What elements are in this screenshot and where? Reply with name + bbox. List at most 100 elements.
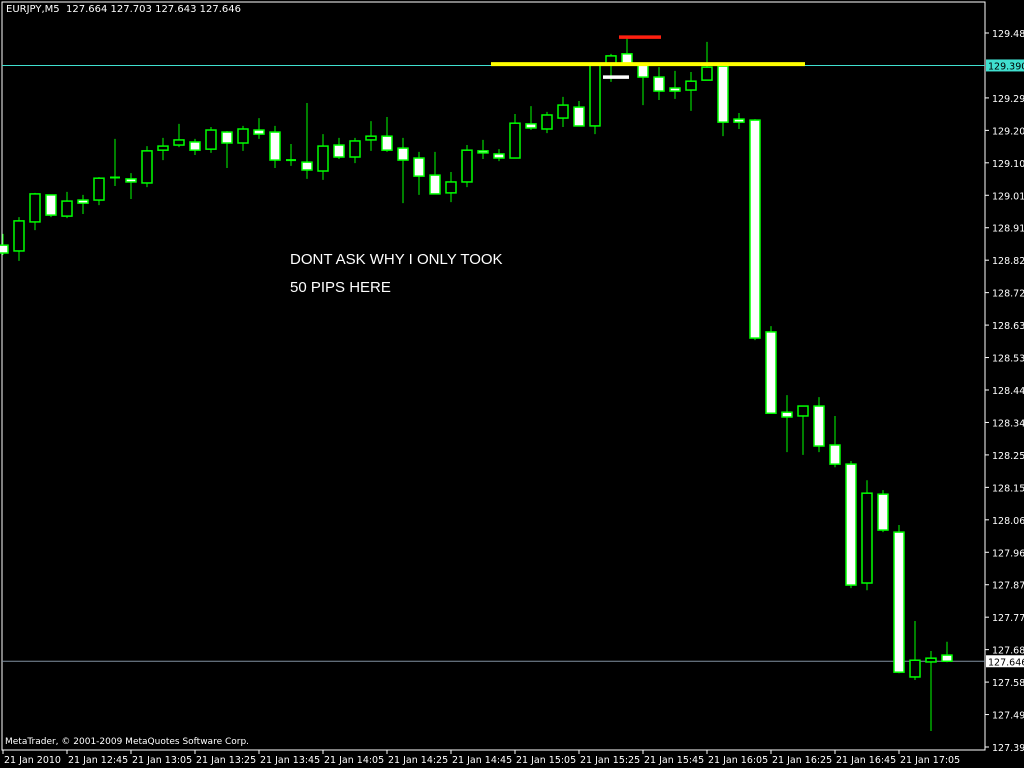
candle-body-bull xyxy=(29,193,41,223)
candle-body-bear xyxy=(189,141,201,151)
candle-body-bear xyxy=(77,199,89,204)
candle-body-bull xyxy=(797,405,809,417)
candle-body-bear xyxy=(253,129,265,135)
x-tick-label: 21 Jan 16:25 xyxy=(772,755,832,766)
candle-body-bear xyxy=(413,157,425,177)
candle xyxy=(909,620,921,681)
text-annotation-line-1[interactable]: DONT ASK WHY I ONLY TOOK xyxy=(290,251,503,268)
y-tick-label: 128.250 xyxy=(992,451,1024,462)
text-annotation-line-2[interactable]: 50 PIPS HERE xyxy=(290,279,391,296)
candle xyxy=(717,65,729,137)
candle-body-bear xyxy=(765,331,777,414)
x-tick-label: 21 Jan 17:05 xyxy=(900,755,960,766)
x-tick-label: 21 Jan 2010 xyxy=(4,755,61,766)
candle-body-bull xyxy=(557,104,569,119)
close-value: 127.646 xyxy=(199,4,241,15)
candle-body-bull xyxy=(205,129,217,150)
candle-body-bear xyxy=(125,178,137,183)
candle xyxy=(781,395,793,453)
y-tick-label: 127.585 xyxy=(992,678,1024,689)
horizontal-line-price-label: 129.390 xyxy=(988,61,1024,72)
y-tick-label: 129.200 xyxy=(992,126,1024,137)
candle xyxy=(61,191,73,219)
x-tick-label: 21 Jan 16:05 xyxy=(708,755,768,766)
candle xyxy=(286,144,296,166)
candle xyxy=(29,192,41,231)
candle xyxy=(45,194,57,218)
candle xyxy=(429,151,441,195)
candle xyxy=(525,106,537,131)
y-tick-label: 129.485 xyxy=(992,29,1024,40)
x-tick-label: 21 Jan 13:25 xyxy=(196,755,256,766)
candle xyxy=(13,217,25,261)
candle xyxy=(589,64,601,135)
candle-body-bull xyxy=(61,200,73,217)
candle xyxy=(669,70,681,99)
candle-body-bull xyxy=(925,657,937,663)
candle xyxy=(653,67,665,100)
y-tick-label: 129.105 xyxy=(992,159,1024,170)
candle-body-bear xyxy=(637,64,649,78)
candle xyxy=(397,137,409,204)
candle xyxy=(0,233,9,256)
candle xyxy=(477,139,489,160)
candle-body-bull xyxy=(541,114,553,130)
copyright-label: MetaTrader, © 2001-2009 MetaQuotes Softw… xyxy=(5,737,250,747)
candle xyxy=(301,103,313,179)
x-tick-label: 21 Jan 12:45 xyxy=(68,755,128,766)
y-tick-label: 129.010 xyxy=(992,191,1024,202)
candle xyxy=(461,145,473,188)
candle xyxy=(797,405,809,455)
y-tick-label: 127.395 xyxy=(992,743,1024,754)
candle-body-bull xyxy=(173,139,185,146)
candle xyxy=(685,71,697,111)
candle xyxy=(205,126,217,153)
candle-body-bull xyxy=(685,80,697,91)
candle-body-bear xyxy=(269,131,281,161)
candle-body-bear xyxy=(381,135,393,151)
x-tick-label: 21 Jan 14:45 xyxy=(452,755,512,766)
bid-price-label: 127.646 xyxy=(988,657,1024,668)
bid-price-label-bg xyxy=(986,655,1024,668)
candle-body-bear xyxy=(397,147,409,161)
x-tick-label: 21 Jan 13:05 xyxy=(132,755,192,766)
candle-body-bull xyxy=(13,220,25,252)
candle-body-bear xyxy=(669,87,681,92)
candle-body-bear xyxy=(653,76,665,92)
candle xyxy=(93,177,105,206)
candle-body-bear xyxy=(477,150,489,154)
candle xyxy=(637,64,649,106)
candle-body-bear xyxy=(941,654,953,663)
x-tick-label: 21 Jan 15:45 xyxy=(644,755,704,766)
x-tick-label: 21 Jan 15:05 xyxy=(516,755,576,766)
candle xyxy=(237,125,249,151)
y-tick-label: 128.535 xyxy=(992,354,1024,365)
y-tick-label: 128.060 xyxy=(992,516,1024,527)
candle xyxy=(893,524,905,674)
candle-body-bull xyxy=(589,64,601,127)
candle xyxy=(829,415,841,468)
candle xyxy=(157,137,169,161)
candle xyxy=(413,151,425,195)
candle xyxy=(493,149,505,162)
candle-body-bull xyxy=(93,177,105,201)
candle xyxy=(541,111,553,134)
candle xyxy=(141,146,153,188)
candle xyxy=(733,112,745,129)
candle xyxy=(701,41,713,81)
candle-body-bull xyxy=(157,145,169,151)
candle xyxy=(509,113,521,159)
y-tick-label: 128.725 xyxy=(992,289,1024,300)
candle xyxy=(845,461,857,589)
y-tick-label: 127.870 xyxy=(992,581,1024,592)
candle-body-bear xyxy=(829,444,841,465)
candle-body-bear xyxy=(749,119,761,339)
candle-body-bear xyxy=(333,144,345,158)
candle xyxy=(941,641,953,663)
candle-body-bear xyxy=(717,65,729,123)
y-tick-label: 128.155 xyxy=(992,483,1024,494)
chart-frame xyxy=(1,1,986,751)
candle xyxy=(573,100,585,127)
y-tick-label: 128.630 xyxy=(992,321,1024,332)
